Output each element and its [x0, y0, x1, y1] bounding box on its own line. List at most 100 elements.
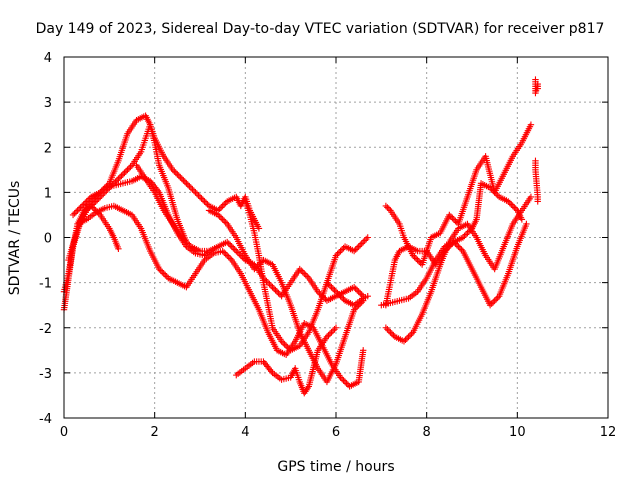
data-point: [81, 199, 89, 207]
chart-title: Day 149 of 2023, Sidereal Day-to-day VTE…: [36, 21, 605, 37]
data-point: [414, 256, 421, 264]
data-point: [234, 249, 241, 256]
data-point: [219, 202, 226, 210]
data-point: [230, 244, 237, 252]
data-point: [88, 202, 95, 210]
x-tick-label: 12: [600, 425, 617, 440]
data-point: [335, 291, 343, 298]
data-point: [97, 189, 104, 196]
data-point: [400, 338, 408, 345]
data-point: [331, 326, 338, 333]
data-point: [196, 193, 204, 201]
data-point: [180, 177, 187, 184]
data-point: [492, 295, 500, 303]
data-point: [254, 262, 261, 270]
data-point: [231, 246, 238, 253]
data-points: [60, 76, 541, 397]
y-tick-label: 0: [44, 232, 52, 247]
data-point: [508, 201, 515, 208]
data-point: [455, 243, 462, 250]
y-tick-label: -3: [39, 367, 52, 382]
data-point: [355, 243, 362, 250]
data-point: [385, 327, 393, 334]
data-point: [462, 231, 470, 238]
data-point: [263, 277, 270, 285]
data-point: [527, 121, 535, 128]
data-point: [86, 195, 93, 202]
data-point: [127, 163, 134, 171]
data-point: [71, 210, 78, 217]
data-point: [202, 199, 210, 207]
data-point: [456, 244, 464, 252]
data-point: [78, 202, 86, 210]
data-point: [328, 329, 335, 336]
data-point: [408, 330, 415, 337]
data-point: [356, 289, 364, 297]
data-point: [358, 240, 365, 247]
plot-frame: [63, 56, 609, 419]
data-point: [124, 166, 131, 174]
data-point: [334, 250, 341, 258]
data-point: [270, 285, 278, 292]
data-point: [384, 204, 391, 211]
data-point: [449, 214, 456, 222]
data-point: [326, 330, 334, 337]
data-point: [298, 267, 305, 274]
data-point: [509, 202, 516, 210]
data-point: [402, 336, 409, 343]
data-point: [216, 213, 223, 220]
data-point: [216, 205, 223, 213]
data-point: [353, 286, 361, 294]
data-point: [113, 177, 121, 184]
data-point: [387, 329, 394, 336]
data-point: [506, 199, 513, 207]
data-point: [91, 199, 98, 207]
data-point: [74, 207, 81, 214]
data-point: [77, 204, 84, 211]
data-point: [388, 330, 396, 337]
data-point: [325, 280, 332, 288]
data-point: [214, 211, 222, 219]
data-point: [83, 207, 90, 214]
data-point: [403, 335, 411, 342]
data-point: [323, 279, 331, 286]
data-point: [163, 273, 170, 280]
data-point: [452, 217, 459, 225]
data-point: [187, 184, 195, 192]
data-point: [160, 270, 167, 277]
data-point: [186, 183, 193, 190]
data-point: [450, 238, 458, 246]
data-point: [364, 292, 371, 300]
data-point: [222, 219, 229, 226]
data-point: [415, 258, 423, 265]
data-point: [364, 234, 371, 241]
data-point: [83, 198, 90, 205]
data-point: [382, 202, 390, 210]
data-point: [184, 240, 192, 247]
data-point: [220, 201, 228, 208]
data-point: [156, 265, 163, 273]
data-point: [382, 324, 390, 331]
data-point: [275, 289, 282, 297]
data-point: [338, 294, 346, 301]
data-point: [352, 246, 359, 253]
data-point: [195, 192, 202, 199]
x-tick-label: 8: [423, 425, 431, 440]
data-point: [115, 245, 122, 252]
x-tick-label: 10: [509, 425, 526, 440]
data-point: [115, 175, 122, 183]
data-point: [122, 168, 130, 175]
data-point: [180, 235, 187, 243]
x-tick-label: 0: [60, 425, 68, 440]
data-point: [86, 204, 93, 211]
data-point: [103, 183, 110, 190]
x-tick-label: 6: [332, 425, 340, 440]
data-point: [511, 204, 518, 211]
data-point: [224, 252, 231, 259]
data-point: [279, 339, 287, 346]
data-point: [360, 238, 367, 246]
x-tick-label: 4: [241, 425, 249, 440]
data-point: [461, 232, 468, 240]
data-point: [125, 165, 133, 172]
